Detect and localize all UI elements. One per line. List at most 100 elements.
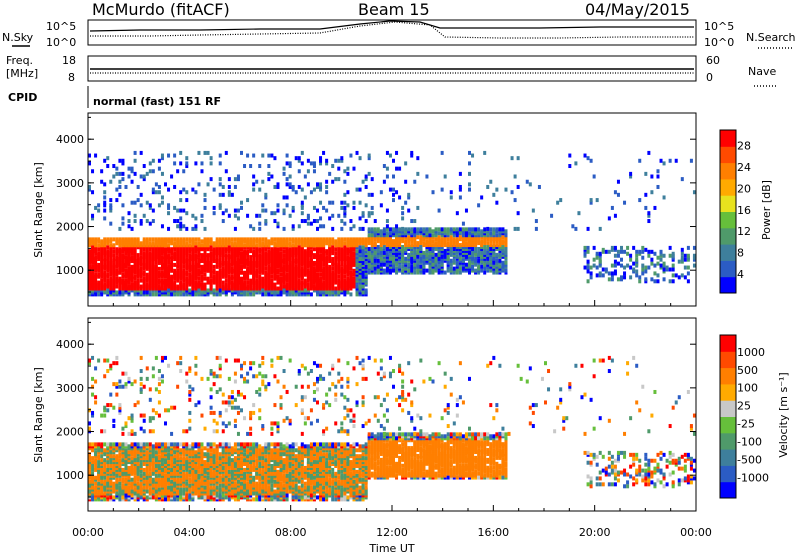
scatter-cell [209,237,213,242]
scatter-cell [534,219,538,224]
scatter-cell [358,284,362,289]
scatter-cell [337,290,341,295]
scatter-cell [452,227,456,232]
scatter-cell [160,156,164,161]
scatter-cell [407,208,411,213]
scatter-cell [233,226,237,231]
scatter-cell [151,237,155,242]
scatter-cell [151,477,155,482]
scatter-cell [516,184,520,189]
scatter-cell [130,264,134,269]
scatter-cell [297,158,301,163]
scatter-cell [477,258,481,263]
scatter-cell [343,211,347,216]
scatter-cell [106,288,110,293]
scatter-cell [589,271,593,276]
scatter-cell [88,187,91,192]
scatter-cell [103,479,107,484]
scatter-cell [91,413,95,418]
scatter-cell [218,257,222,262]
scatter-cell [130,382,134,387]
scatter-cell [188,253,192,258]
scatter-cell [112,249,116,254]
scatter-cell [179,150,183,155]
scatter-cell [148,416,152,421]
scatter-cell [419,245,423,250]
scatter-cell [106,358,110,363]
scatter-cell [392,192,395,197]
scatter-cell [246,292,250,297]
scatter-cell [127,465,131,470]
scatter-cell [127,416,131,421]
scatter-cell [629,265,633,270]
cpid-text: normal (fast) 151 RF [93,95,221,108]
scatter-cell [431,248,435,253]
scatter-cell [88,442,91,447]
scatter-cell [273,156,277,161]
scatter-cell [188,237,192,242]
scatter-cell [227,245,231,250]
scatter-cell [109,221,113,226]
scatter-cell [595,265,599,270]
scatter-cell [221,219,225,224]
scatter-cell [88,153,91,158]
colorbar-segment [720,146,736,164]
scatter-cell [179,463,183,468]
scatter-cell [352,224,356,229]
scatter-cell [431,239,435,244]
scatter-cell [215,264,219,269]
scatter-cell [203,272,207,277]
scatter-cell [112,174,116,179]
scatter-cell [325,190,329,195]
scatter-cell [130,481,134,486]
scatter-cell [340,247,344,252]
scatter-cell [416,235,420,240]
scatter-cell [103,442,107,447]
scatter-cell [367,156,371,161]
scatter-cell [495,243,499,248]
velocity-scatter [88,355,696,502]
scatter-cell [297,184,301,189]
scatter-cell [586,245,590,250]
scatter-cell [115,237,119,242]
scatter-cell [224,258,228,263]
scatter-cell [659,263,663,268]
scatter-cell [331,257,335,262]
scatter-cell [440,150,444,155]
scatter-cell [516,156,520,161]
scatter-cell [270,274,274,279]
scatter-cell [112,164,116,169]
scatter-cell [404,200,408,205]
scatter-cell [91,410,95,415]
scatter-cell [364,219,368,224]
scatter-cell [94,153,98,158]
scatter-cell [401,264,405,269]
scatter-cell [118,485,122,490]
scatter-cell [367,227,371,232]
scatter-cell [173,442,177,447]
scatter-cell [182,292,186,297]
scatter-cell [489,179,493,184]
scatter-cell [145,272,149,277]
scatter-cell [373,270,377,275]
scatter-cell [164,473,167,478]
scatter-cell [458,195,462,200]
scatter-cell [124,448,128,453]
scatter-cell [115,382,119,387]
scatter-cell [188,389,192,394]
scatter-cell [221,192,225,197]
scatter-cell [109,208,113,213]
scatter-cell [282,284,286,289]
scatter-cell [416,258,420,263]
scatter-cell [534,226,538,231]
scatter-cell [680,251,684,256]
scatter-cell [352,200,356,205]
scatter-cell [115,198,119,203]
scatter-cell [164,237,167,242]
scatter-cell [656,174,660,179]
scatter-cell [176,477,180,482]
scatter-cell [337,278,341,283]
scatter-cell [121,177,125,182]
scatter-cell [623,265,627,270]
scatter-cell [252,258,256,263]
